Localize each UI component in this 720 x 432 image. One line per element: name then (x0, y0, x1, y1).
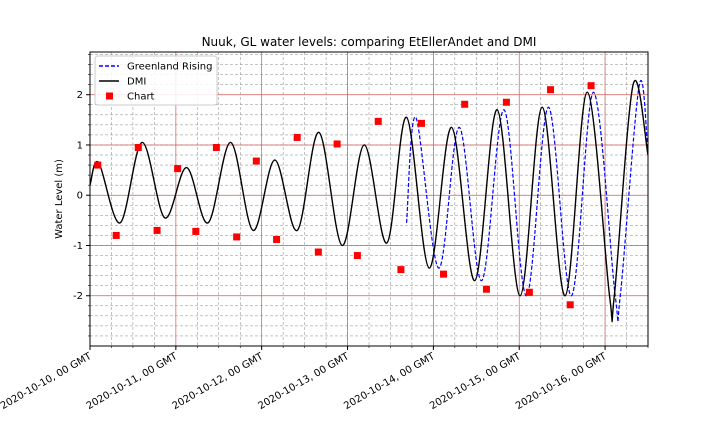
chart-marker (566, 301, 574, 309)
chart-marker (440, 270, 448, 278)
y-tick-label: -1 (73, 241, 83, 252)
chart-marker (397, 266, 405, 274)
chart-marker (374, 117, 382, 125)
chart-marker (293, 133, 301, 141)
dmi-line (90, 80, 648, 323)
chart-marker (212, 143, 220, 151)
chart-marker (417, 119, 425, 127)
y-tick-label: 2 (77, 90, 83, 101)
chart-marker (525, 288, 533, 296)
legend: Greenland Rising DMI Chart (94, 55, 218, 106)
legend-marker-chart (106, 92, 113, 100)
chart-marker (461, 100, 469, 108)
greenland-rising-line (405, 80, 648, 322)
y-tick-label: -2 (73, 291, 83, 302)
legend-box (94, 55, 218, 106)
chart-marker (587, 82, 595, 90)
legend-label: Greenland Rising (127, 62, 212, 73)
chart-marker (353, 252, 361, 260)
chart-marker (153, 226, 161, 234)
chart-marker (94, 161, 102, 169)
chart-marker (192, 227, 200, 235)
y-tick-label: 1 (77, 140, 83, 151)
chart-marker (112, 231, 120, 239)
y-axis: -2 -1 0 1 2 (73, 54, 90, 337)
chart-marker (314, 248, 322, 256)
y-axis-label: Water Level (m) (54, 159, 65, 239)
chart-marker (134, 143, 142, 151)
chart-marker (502, 98, 510, 106)
series-layer (90, 80, 648, 323)
chart-marker (482, 285, 490, 293)
chart-marker (333, 140, 341, 148)
chart-title: Nuuk, GL water levels: comparing EtEller… (202, 35, 537, 49)
chart-marker (273, 235, 281, 243)
chart-marker (233, 233, 241, 241)
y-tick-label: 0 (77, 191, 83, 202)
chart-marker (547, 86, 555, 94)
chart-marker (174, 165, 182, 173)
legend-label: Chart (127, 92, 155, 103)
legend-label: DMI (127, 77, 146, 88)
chart-marker (252, 157, 260, 165)
